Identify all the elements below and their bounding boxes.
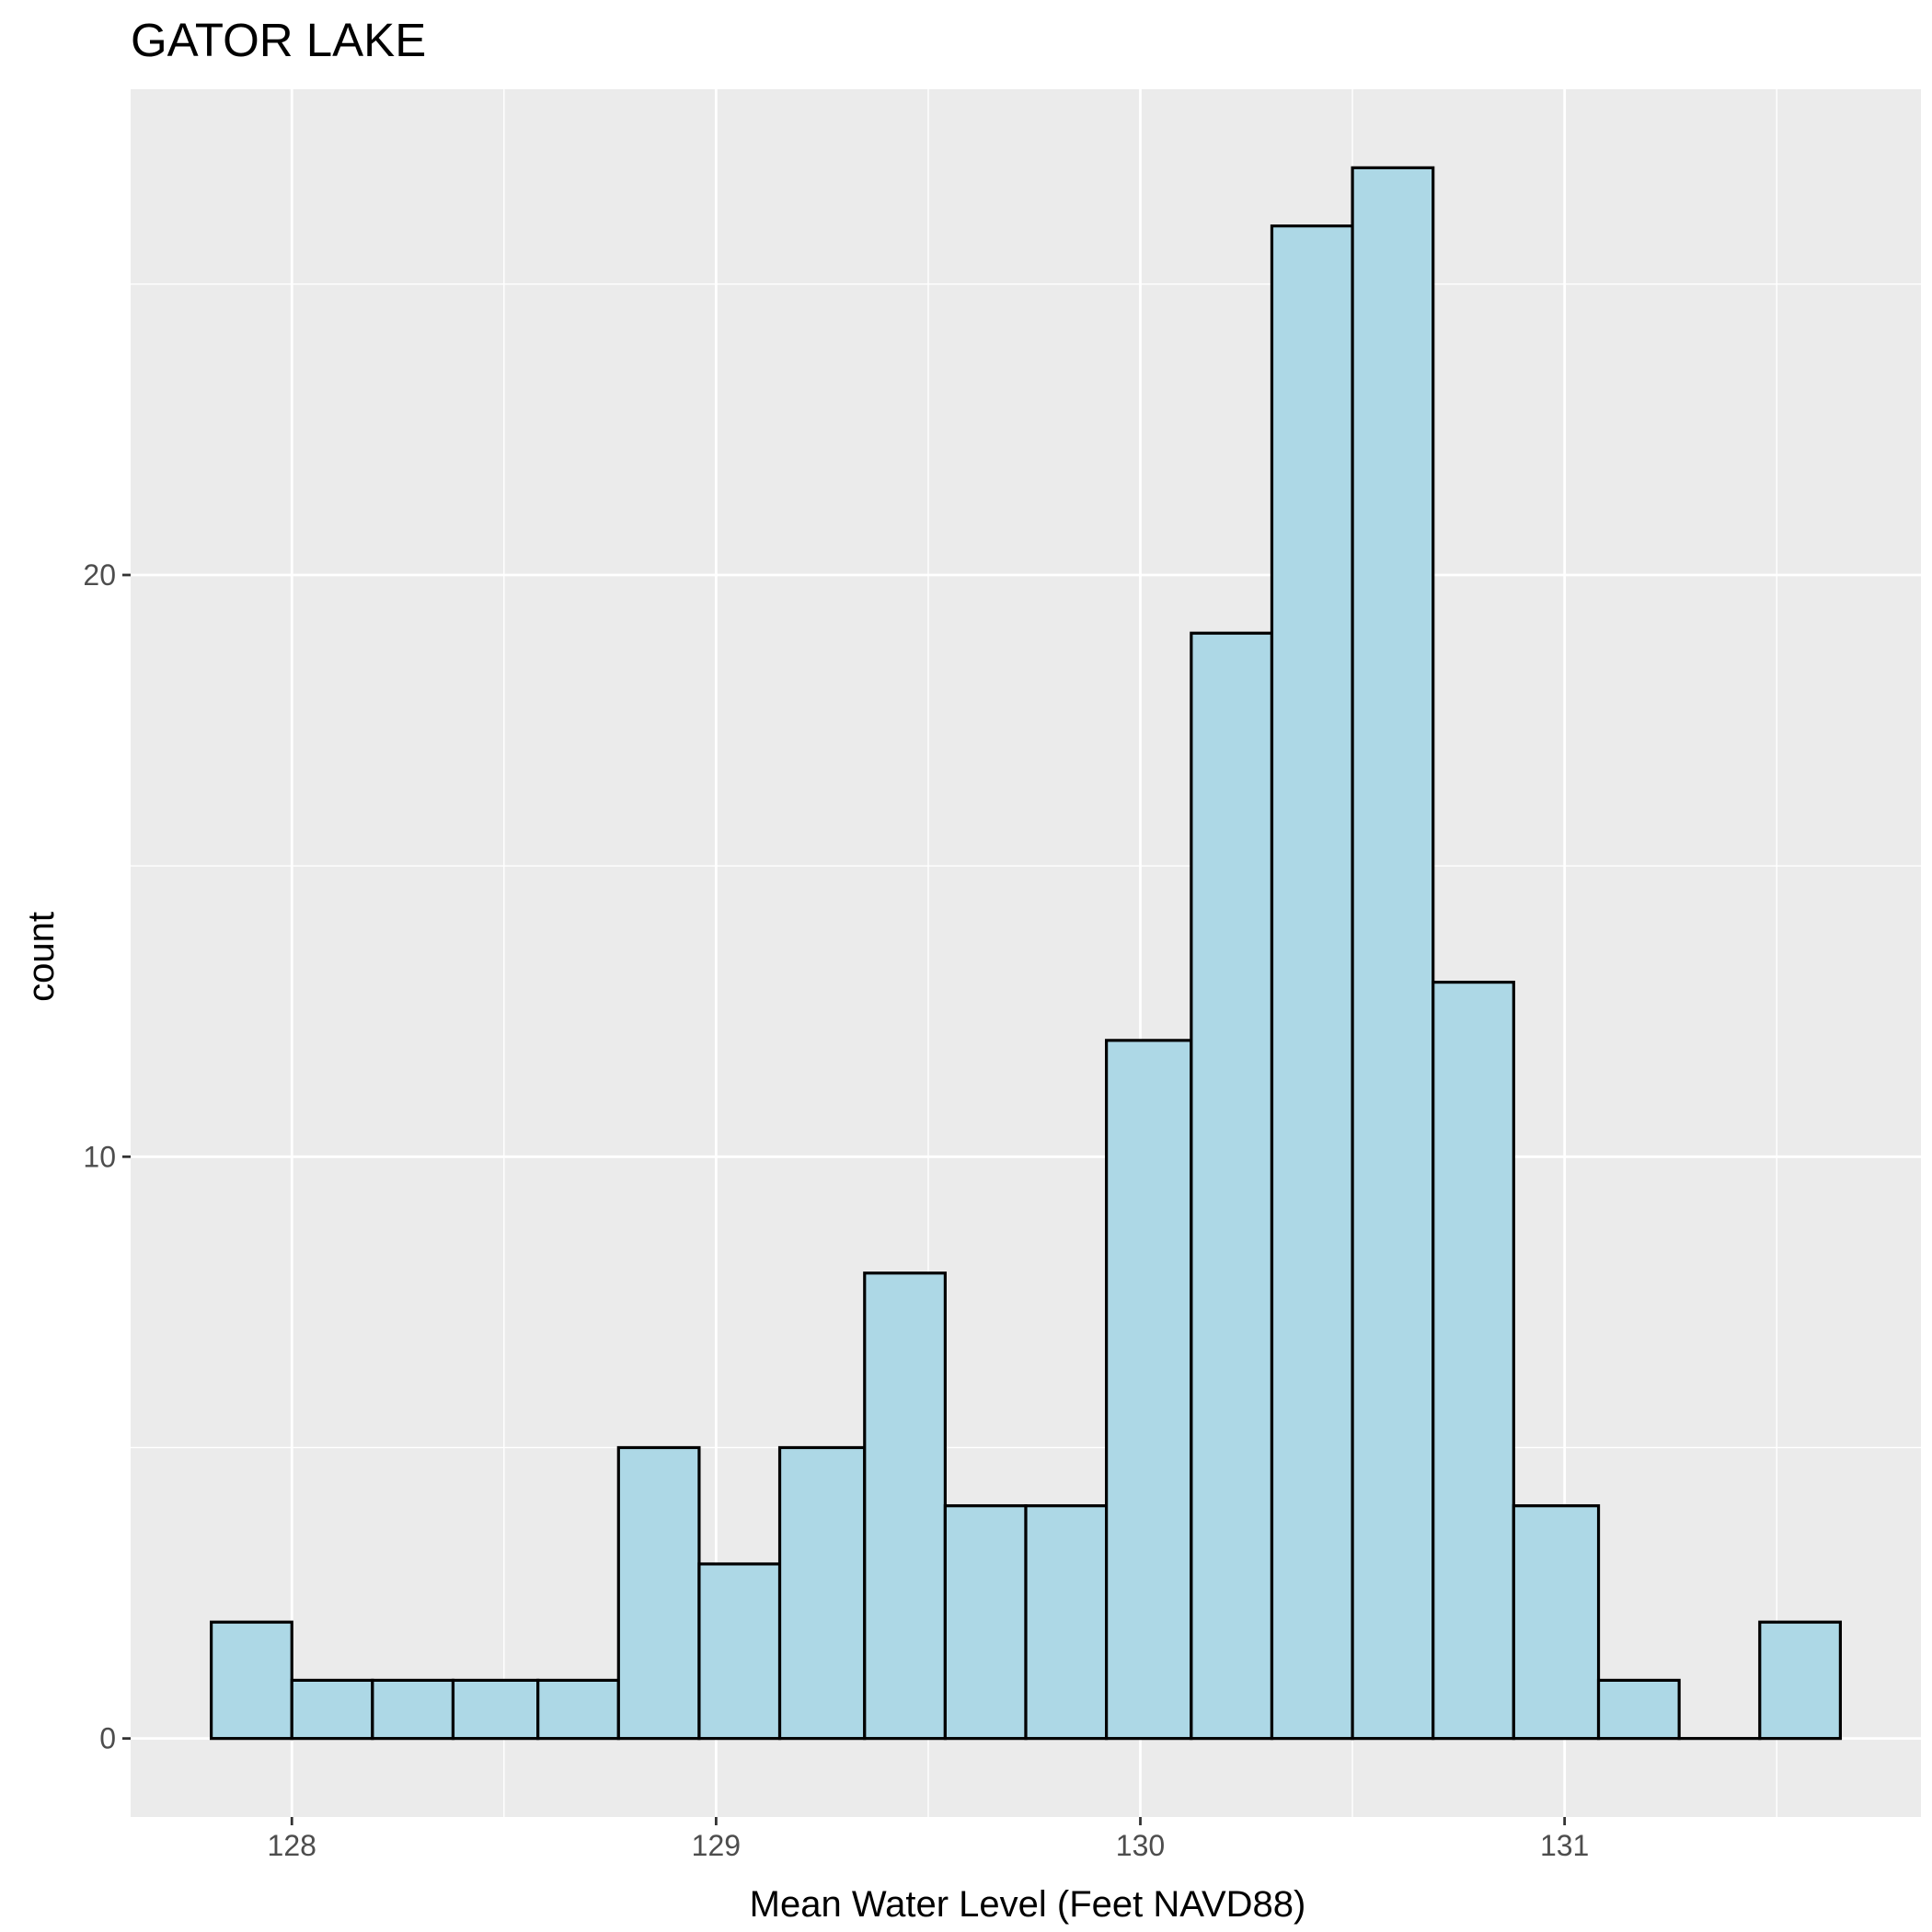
histogram-bar	[210, 1620, 293, 1741]
x-tick-label: 128	[268, 1829, 316, 1862]
chart-title: GATOR LAKE	[131, 14, 426, 66]
y-axis-title: count	[21, 912, 62, 1002]
histogram-bar	[371, 1678, 455, 1741]
histogram-bar	[863, 1271, 947, 1741]
x-tick-label: 130	[1116, 1829, 1165, 1862]
y-axis: 0 10 20	[83, 558, 131, 1755]
histogram-bar	[1351, 166, 1435, 1741]
x-tick-label: 129	[692, 1829, 741, 1862]
histogram-bar	[1270, 224, 1354, 1741]
histogram-bar	[1758, 1620, 1842, 1741]
histogram-bar	[943, 1504, 1028, 1741]
y-tick-label: 10	[83, 1140, 116, 1173]
histogram-bar	[1432, 981, 1515, 1741]
histogram-bar	[1596, 1678, 1681, 1741]
histogram-bar	[1105, 1039, 1193, 1741]
histogram-bar	[1024, 1504, 1109, 1741]
y-tick-label: 20	[83, 558, 116, 592]
histogram-bars	[210, 166, 1842, 1741]
y-tick-label: 0	[99, 1722, 116, 1755]
histogram-bar	[616, 1445, 701, 1741]
histogram-bar	[697, 1562, 782, 1741]
x-axis: 128 129 130 131	[268, 1817, 1589, 1862]
histogram-bar	[536, 1678, 620, 1741]
x-tick-label: 131	[1540, 1829, 1589, 1862]
histogram-bar	[451, 1678, 540, 1741]
histogram-bar	[290, 1678, 374, 1741]
histogram-bar	[777, 1445, 867, 1741]
histogram-bar	[1190, 631, 1274, 1741]
histogram-bar	[1512, 1504, 1601, 1741]
x-axis-title: Mean Water Level (Feet NAVD88)	[750, 1884, 1306, 1925]
